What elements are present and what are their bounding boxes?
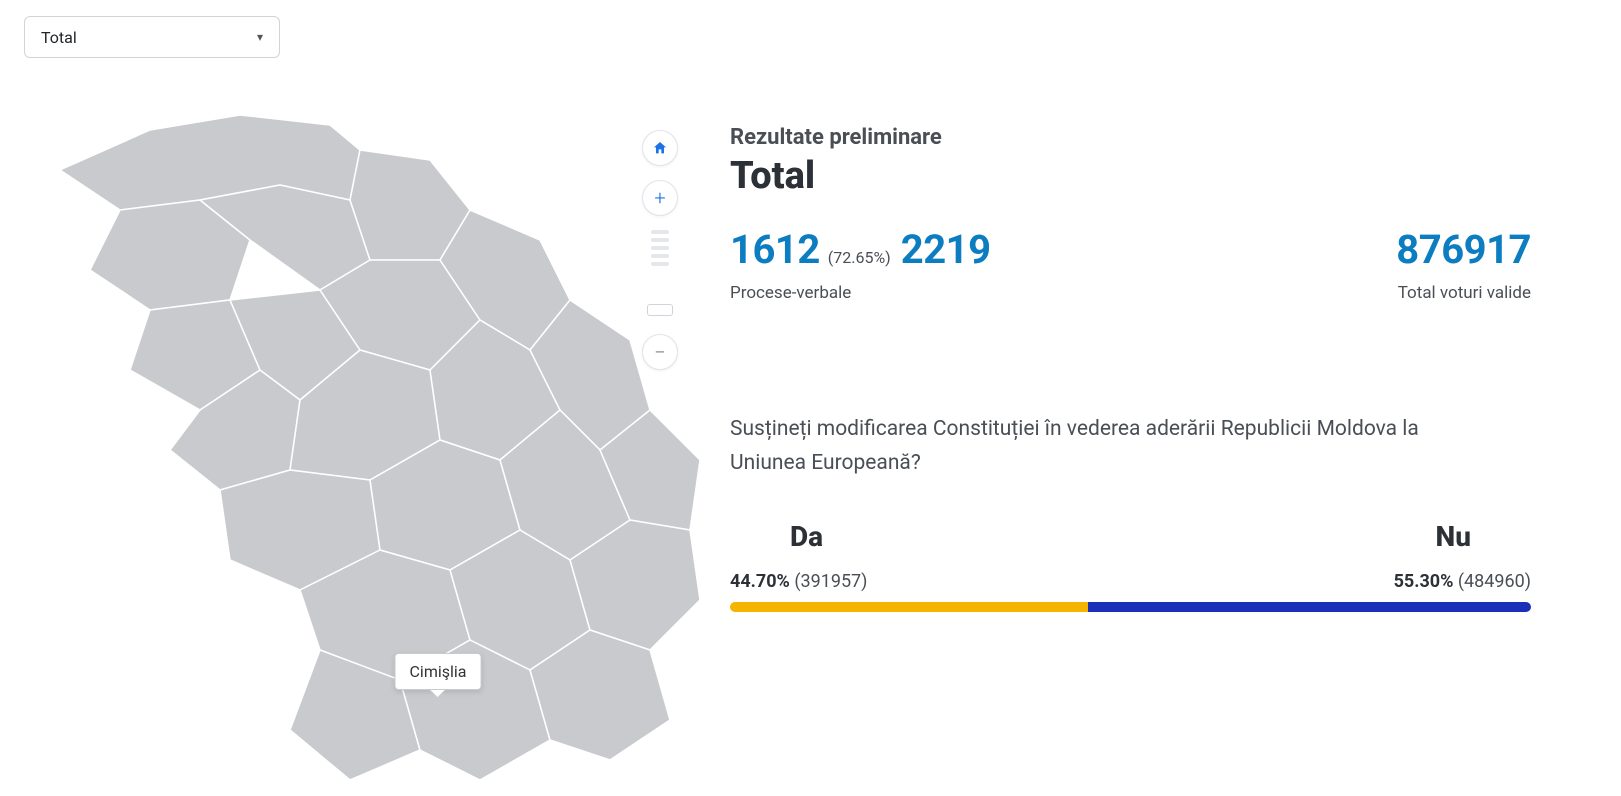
zoom-thumb[interactable] bbox=[647, 304, 673, 316]
zoom-out-button[interactable]: − bbox=[642, 334, 678, 370]
zoom-in-button[interactable]: + bbox=[642, 180, 678, 216]
stats-row: 1612 (72.65%) 2219 876917 bbox=[730, 226, 1531, 273]
no-label: Nu bbox=[1436, 520, 1471, 553]
referendum-question: Susțineți modificarea Constituției în ve… bbox=[730, 413, 1470, 480]
chevron-down-icon: ▾ bbox=[257, 30, 263, 44]
bar-yes-segment bbox=[730, 602, 1088, 612]
home-icon bbox=[652, 140, 668, 156]
zoom-tick bbox=[651, 246, 669, 250]
processed-count: 1612 bbox=[730, 226, 820, 273]
tooltip-label: Cimişlia bbox=[410, 662, 467, 681]
vote-labels-row: Da Nu bbox=[730, 520, 1531, 553]
region-dropdown[interactable]: Total ▾ bbox=[24, 16, 280, 58]
dropdown-selected-label: Total bbox=[41, 28, 77, 47]
map-controls: + − bbox=[640, 130, 680, 370]
zoom-slider[interactable] bbox=[656, 230, 664, 320]
zoom-tick bbox=[651, 262, 669, 266]
processed-pct: (72.65%) bbox=[828, 248, 891, 267]
yes-count: (391957) bbox=[794, 571, 867, 592]
zoom-tick bbox=[651, 254, 669, 258]
plus-icon: + bbox=[654, 186, 665, 210]
zoom-tick bbox=[651, 238, 669, 242]
yes-value: 44.70% (391957) bbox=[730, 571, 867, 592]
yes-label: Da bbox=[790, 520, 823, 553]
stats-right: 876917 bbox=[1396, 226, 1531, 273]
moldova-map[interactable] bbox=[0, 90, 720, 790]
valid-votes: 876917 bbox=[1396, 226, 1531, 273]
valid-votes-label: Total voturi valide bbox=[1398, 283, 1531, 303]
no-pct: 55.30% bbox=[1394, 571, 1454, 592]
zoom-tick bbox=[651, 230, 669, 234]
stats-sub-row: Procese-verbale Total voturi valide bbox=[730, 283, 1531, 303]
map-home-button[interactable] bbox=[642, 130, 678, 166]
map-tooltip: Cimişlia bbox=[395, 653, 482, 690]
vote-values-row: 44.70% (391957) 55.30% (484960) bbox=[730, 571, 1531, 592]
no-count: (484960) bbox=[1458, 571, 1531, 592]
bar-no-segment bbox=[1088, 602, 1531, 612]
results-pretitle: Rezultate preliminare bbox=[730, 125, 1531, 150]
map-container: Cimişlia bbox=[0, 90, 720, 790]
stats-left: 1612 (72.65%) 2219 bbox=[730, 226, 991, 273]
results-panel: Rezultate preliminare Total 1612 (72.65%… bbox=[730, 125, 1531, 612]
result-bar bbox=[730, 602, 1531, 612]
minus-icon: − bbox=[654, 340, 665, 364]
processed-label: Procese-verbale bbox=[730, 283, 851, 303]
results-title: Total bbox=[730, 154, 1531, 198]
no-value: 55.30% (484960) bbox=[1394, 571, 1531, 592]
total-stations: 2219 bbox=[901, 226, 991, 273]
yes-pct: 44.70% bbox=[730, 571, 790, 592]
